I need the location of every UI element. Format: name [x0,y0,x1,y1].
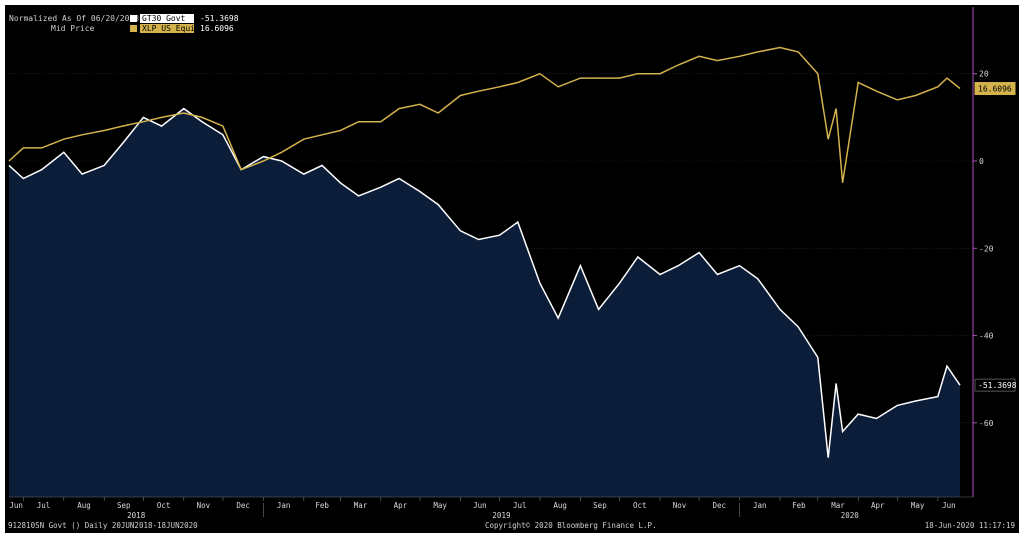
gt30-area-fill [9,108,960,497]
gt30-series-line [8,107,961,458]
x-month-label: Aug [77,501,91,510]
footer-timestamp: 18-Jun-2020 11:17:19 [924,521,1015,530]
x-month-label: May [433,501,447,510]
gt30-last-value-tag-text: -51.3698 [978,381,1017,390]
x-month-label: Jun [942,501,956,510]
y-tick-label: -60 [979,419,994,428]
x-month-label: Jan [277,501,291,510]
x-month-label: Dec [713,501,727,510]
legend-label: XLP US Equity [140,24,205,33]
x-month-label: Aug [553,501,567,510]
bloomberg-chart-frame: 20 0 -20 -40 -60 -51.3698 16.6096 Jun Jul Aug Sep… [5,5,1019,533]
y-tick-label: -20 [979,244,994,253]
x-month-label: Jul [513,501,527,510]
x-month-label: Nov [673,501,687,510]
x-month-label: Dec [236,501,250,510]
white-swatch-icon [130,15,137,22]
gt30-last-value-tag [974,378,1016,392]
x-month-label: Mar [354,501,368,510]
footer-security: 912810SN Govt () Daily 20JUN2018-18JUN20… [8,521,198,530]
x-month-label: Nov [197,501,211,510]
x-month-label: Apr [394,501,408,510]
legend-item-xlp[interactable]: XLP US Equity 16.6096 [130,24,234,33]
x-month-label: Oct [633,501,647,510]
x-month-label: Sep [117,501,131,510]
normalized-label: Normalized As Of 06/20/2018 [9,14,140,23]
gold-swatch-icon [130,25,137,32]
y-tick-label: 20 [979,70,989,79]
x-month-label: May [911,501,925,510]
y-tick-label: -40 [979,332,994,341]
x-month-label: Oct [157,501,171,510]
x-month-label: Apr [871,501,885,510]
y-axis: 20 0 -20 -40 -60 -51.3698 16.6096 [972,7,1017,497]
price-label: Mid Price [51,24,95,33]
legend-value: 16.6096 [200,24,234,33]
x-year-label: 2018 [127,511,146,520]
legend-label: GT30 Govt [140,14,194,23]
xlp-last-value-tag [974,82,1016,96]
legend-item-gt30[interactable]: GT30 Govt -51.3698 [130,14,239,23]
x-month-label: Sep [593,501,607,510]
x-month-label: Jun [9,501,23,510]
x-axis: Jun Jul Aug Sep Oct Nov Dec Jan Feb Mar Apr May Jun J… [9,496,973,520]
xlp-last-value-tag-text: 16.6096 [978,85,1012,94]
x-month-label: Feb [792,501,806,510]
x-month-label: Jun [473,501,487,510]
y-tick-label: 0 [979,157,984,166]
footer-copyright: Copyright© 2020 Bloomberg Finance L.P. [485,521,657,530]
x-month-label: Jul [37,501,51,510]
x-year-label: 2019 [492,511,510,520]
x-month-label: Mar [831,501,845,510]
legend-value: -51.3698 [200,14,239,23]
x-year-label: 2020 [841,511,860,520]
xlp-series-line [8,46,961,183]
x-month-label: Jan [753,501,767,510]
x-month-label: Feb [315,501,329,510]
